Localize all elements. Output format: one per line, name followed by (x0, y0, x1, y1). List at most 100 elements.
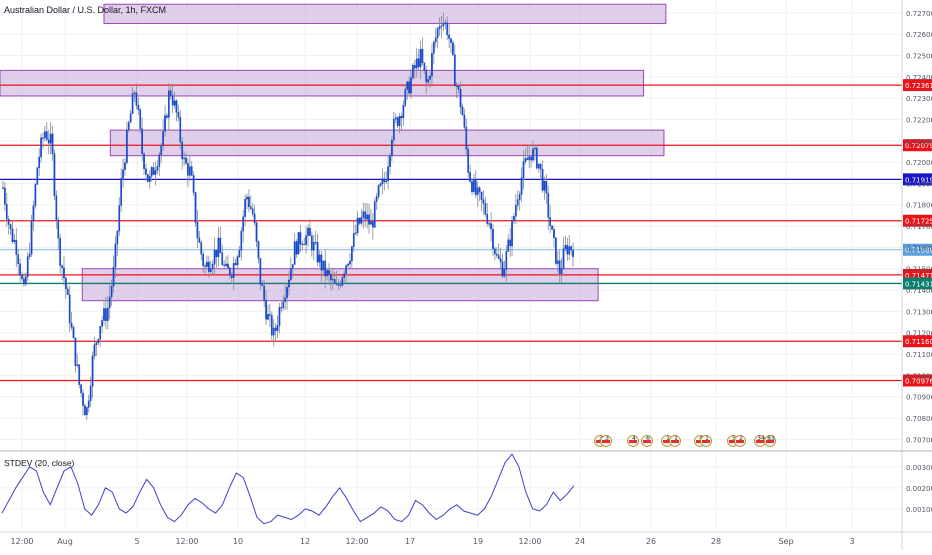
x-tick-label: Sep (778, 537, 793, 546)
candle-body (147, 174, 149, 182)
candle-body (349, 260, 351, 265)
candle-body (175, 100, 178, 113)
candle-body (530, 156, 532, 161)
candle-body (503, 269, 506, 277)
price-label: 0.72361 (905, 82, 932, 90)
x-tick-label: 12:00 (175, 537, 198, 546)
event-count: 4 (632, 435, 636, 442)
candle-body (343, 273, 346, 278)
candle-body (213, 249, 216, 265)
candle-body (482, 199, 485, 204)
event-count: 1 (666, 435, 670, 442)
candle-body (82, 392, 84, 406)
candle-body (76, 364, 79, 366)
candle-body (47, 139, 50, 144)
candle-body (263, 285, 266, 301)
candle-body (295, 241, 298, 255)
candle-body (181, 141, 184, 160)
candle-body (223, 264, 225, 266)
candle-body (450, 38, 452, 43)
candle-body (122, 169, 124, 179)
candle-body (5, 204, 8, 220)
candle-body (99, 326, 102, 340)
candle-body (164, 115, 166, 132)
candle-body (208, 261, 210, 272)
event-flag-stripe (736, 440, 744, 443)
event-count: 34 (757, 435, 765, 442)
candle-body (570, 246, 572, 251)
candle-body (110, 285, 113, 298)
x-tick-label: 26 (646, 537, 656, 546)
candle-body (383, 178, 386, 183)
candle-body (80, 384, 82, 394)
candle-body (87, 400, 90, 408)
candle-body (171, 95, 174, 106)
candle-body (108, 296, 111, 309)
candle-body (394, 117, 397, 120)
candle-body (318, 254, 321, 263)
candle-body (398, 115, 401, 127)
candle-body (534, 147, 536, 150)
event-flag-stripe (756, 440, 764, 443)
candle-body (217, 237, 220, 258)
event-flag-stripe (671, 440, 679, 443)
candle-body (143, 153, 145, 170)
candle-body (364, 211, 367, 220)
candle-body (572, 249, 574, 257)
candle-body (53, 153, 56, 196)
candle-body (244, 198, 246, 217)
candle-body (246, 196, 248, 200)
candle-body (45, 131, 48, 140)
candle-body (532, 148, 534, 161)
candle-body (194, 192, 197, 223)
candle-body (28, 253, 31, 257)
candle-body (505, 251, 508, 270)
candle-body (211, 263, 214, 269)
candle-body (392, 118, 395, 141)
price-label: 0.71160 (905, 338, 932, 346)
candle-body (91, 355, 94, 387)
price-label-box (903, 374, 932, 387)
candle-body (307, 227, 309, 236)
candle-body (187, 163, 189, 176)
candle-body (150, 167, 153, 177)
candle-body (528, 156, 531, 161)
candle-body (354, 232, 357, 234)
x-tick-label: 28 (711, 537, 721, 546)
candle-body (158, 154, 161, 167)
candle-body (24, 276, 27, 285)
candle-body (396, 117, 399, 127)
event-flag-stripe (766, 440, 774, 443)
candle-body (301, 243, 304, 246)
candle-body (385, 180, 388, 183)
candle-body (290, 268, 292, 281)
candle-body (356, 217, 359, 234)
candle-body (253, 213, 256, 224)
candle-body (434, 37, 437, 43)
candle-body (421, 48, 424, 63)
candle-body (473, 179, 475, 192)
x-tick-label: 12:00 (518, 537, 541, 546)
candle-body (406, 81, 409, 90)
candle-body (219, 237, 222, 254)
candle-body (293, 241, 296, 265)
candle-body (440, 25, 443, 27)
zone-top (103, 3, 667, 24)
candle-body (524, 158, 527, 162)
candle-body (209, 268, 212, 272)
candle-body (133, 92, 136, 94)
candle-body (139, 109, 142, 130)
candle-body (490, 223, 492, 230)
candle-body (461, 106, 464, 116)
candle-body (339, 284, 342, 286)
candle-body (101, 320, 103, 327)
candle-body (366, 214, 368, 220)
candle-body (551, 225, 553, 230)
candle-body (280, 307, 283, 309)
